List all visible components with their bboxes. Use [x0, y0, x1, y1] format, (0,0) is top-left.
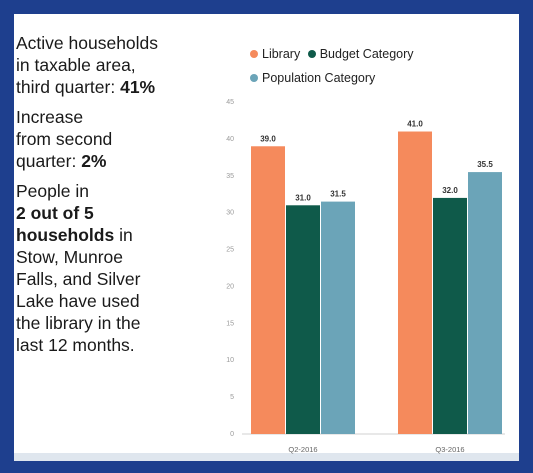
taxable-area-stat: Active households in taxable area, third…: [16, 33, 159, 97]
y-tick-label: 25: [226, 247, 234, 254]
bar: [251, 146, 285, 434]
legend-item-budget: Budget Category: [307, 42, 414, 66]
legend-item-population: Population Category: [250, 66, 375, 90]
y-tick-label: 5: [230, 394, 234, 401]
y-tick-label: 10: [226, 357, 234, 364]
y-tick-label: 45: [226, 99, 234, 106]
stats-text-column: Active households in taxable area, third…: [16, 32, 206, 364]
legend-swatch-budget: [307, 49, 316, 58]
y-tick-label: 0: [230, 431, 234, 438]
bar-value-label: 41.0: [407, 120, 423, 129]
bar: [398, 131, 432, 434]
legend-swatch-library: [250, 49, 258, 58]
taxable-area-value: 41%: [120, 77, 156, 97]
chart-legend: Library Budget Category Population Categ…: [250, 42, 500, 90]
bar: [468, 172, 502, 435]
y-tick-label: 20: [226, 283, 234, 290]
x-category-label: Q2-2016: [288, 445, 317, 454]
legend-item-library: Library: [250, 42, 300, 66]
bar: [433, 197, 467, 434]
legend-swatch-population: [250, 73, 258, 82]
increase-value: 2%: [81, 151, 107, 171]
y-tick-label: 30: [226, 210, 234, 217]
bar-value-label: 31.0: [295, 193, 311, 202]
y-tick-label: 35: [226, 173, 234, 180]
x-category-label: Q3-2016: [435, 445, 464, 454]
bar-value-label: 35.5: [477, 160, 493, 169]
y-tick-label: 40: [226, 136, 234, 143]
y-tick-label: 15: [226, 320, 234, 327]
bar: [321, 201, 355, 434]
households-stat: People in 2 out of 5 households in Stow,…: [16, 181, 141, 355]
bar-value-label: 32.0: [442, 186, 458, 195]
bar: [286, 205, 320, 434]
bar-value-label: 39.0: [260, 134, 276, 143]
increase-stat: Increase from second quarter: 2%: [16, 107, 113, 171]
bar-value-label: 31.5: [330, 190, 346, 199]
